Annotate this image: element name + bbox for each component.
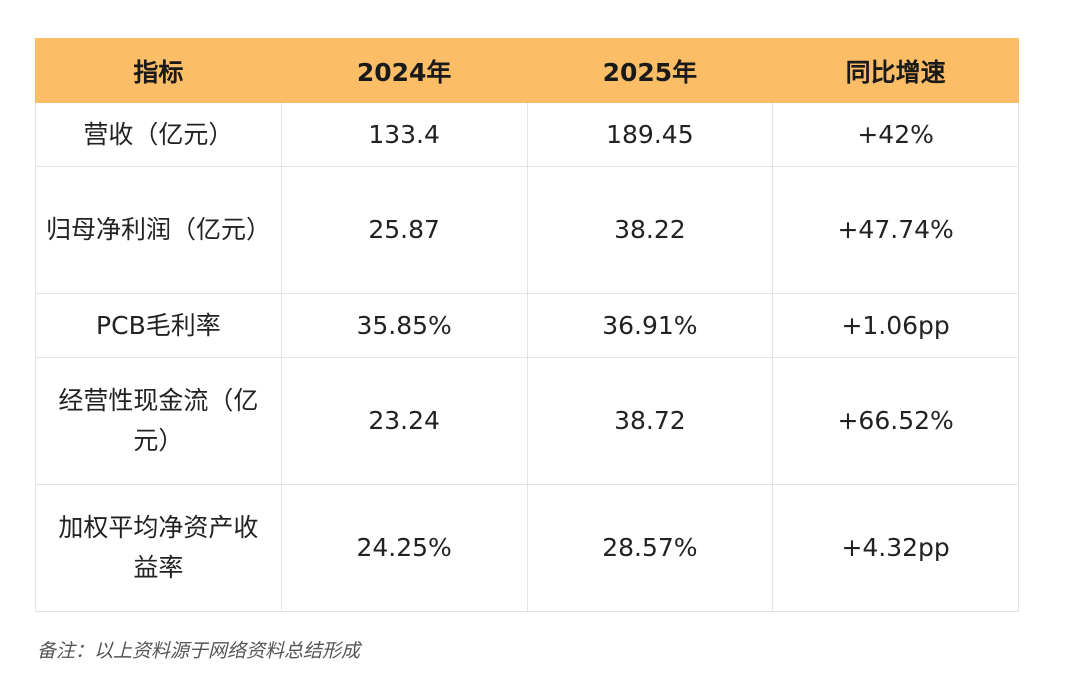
value-2024: 35.85% [280, 293, 528, 358]
value-2025: 189.45 [526, 102, 774, 167]
value-2025: 36.91% [526, 293, 774, 358]
table-row: 经营性现金流（亿元） 23.24 38.72 +66.52% [35, 357, 1019, 485]
header-2024: 2024年 [280, 38, 528, 103]
header-2025: 2025年 [526, 38, 774, 103]
footnote: 备注：以上资料源于网络资料总结形成 [37, 640, 361, 662]
value-2024: 23.24 [280, 357, 528, 485]
value-growth: +4.32pp [772, 484, 1019, 612]
table-row: PCB毛利率 35.85% 36.91% +1.06pp [35, 293, 1019, 358]
table-row: 加权平均净资产收益率 24.25% 28.57% +4.32pp [35, 484, 1019, 612]
value-growth: +47.74% [772, 166, 1019, 294]
row-label: 营收（亿元） [35, 102, 282, 167]
table-row: 营收（亿元） 133.4 189.45 +42% [35, 102, 1019, 167]
row-label: 加权平均净资产收益率 [35, 484, 282, 612]
header-yoy-growth: 同比增速 [772, 38, 1019, 103]
table-row: 归母净利润（亿元） 25.87 38.22 +47.74% [35, 166, 1019, 294]
value-2025: 38.22 [526, 166, 774, 294]
header-indicator: 指标 [35, 38, 282, 103]
table-header-row: 指标 2024年 2025年 同比增速 [35, 38, 1019, 103]
value-2024: 25.87 [280, 166, 528, 294]
financial-table-container: 指标 2024年 2025年 同比增速 营收（亿元） 133.4 189.45 … [35, 38, 1019, 612]
value-2024: 24.25% [280, 484, 528, 612]
row-label: 经营性现金流（亿元） [35, 357, 282, 485]
value-growth: +42% [772, 102, 1019, 167]
value-2025: 38.72 [526, 357, 774, 485]
financial-indicators-table: 指标 2024年 2025年 同比增速 营收（亿元） 133.4 189.45 … [35, 38, 1019, 612]
value-2025: 28.57% [526, 484, 774, 612]
value-growth: +66.52% [772, 357, 1019, 485]
row-label: 归母净利润（亿元） [35, 166, 282, 294]
value-2024: 133.4 [280, 102, 528, 167]
row-label: PCB毛利率 [35, 293, 282, 358]
value-growth: +1.06pp [772, 293, 1019, 358]
